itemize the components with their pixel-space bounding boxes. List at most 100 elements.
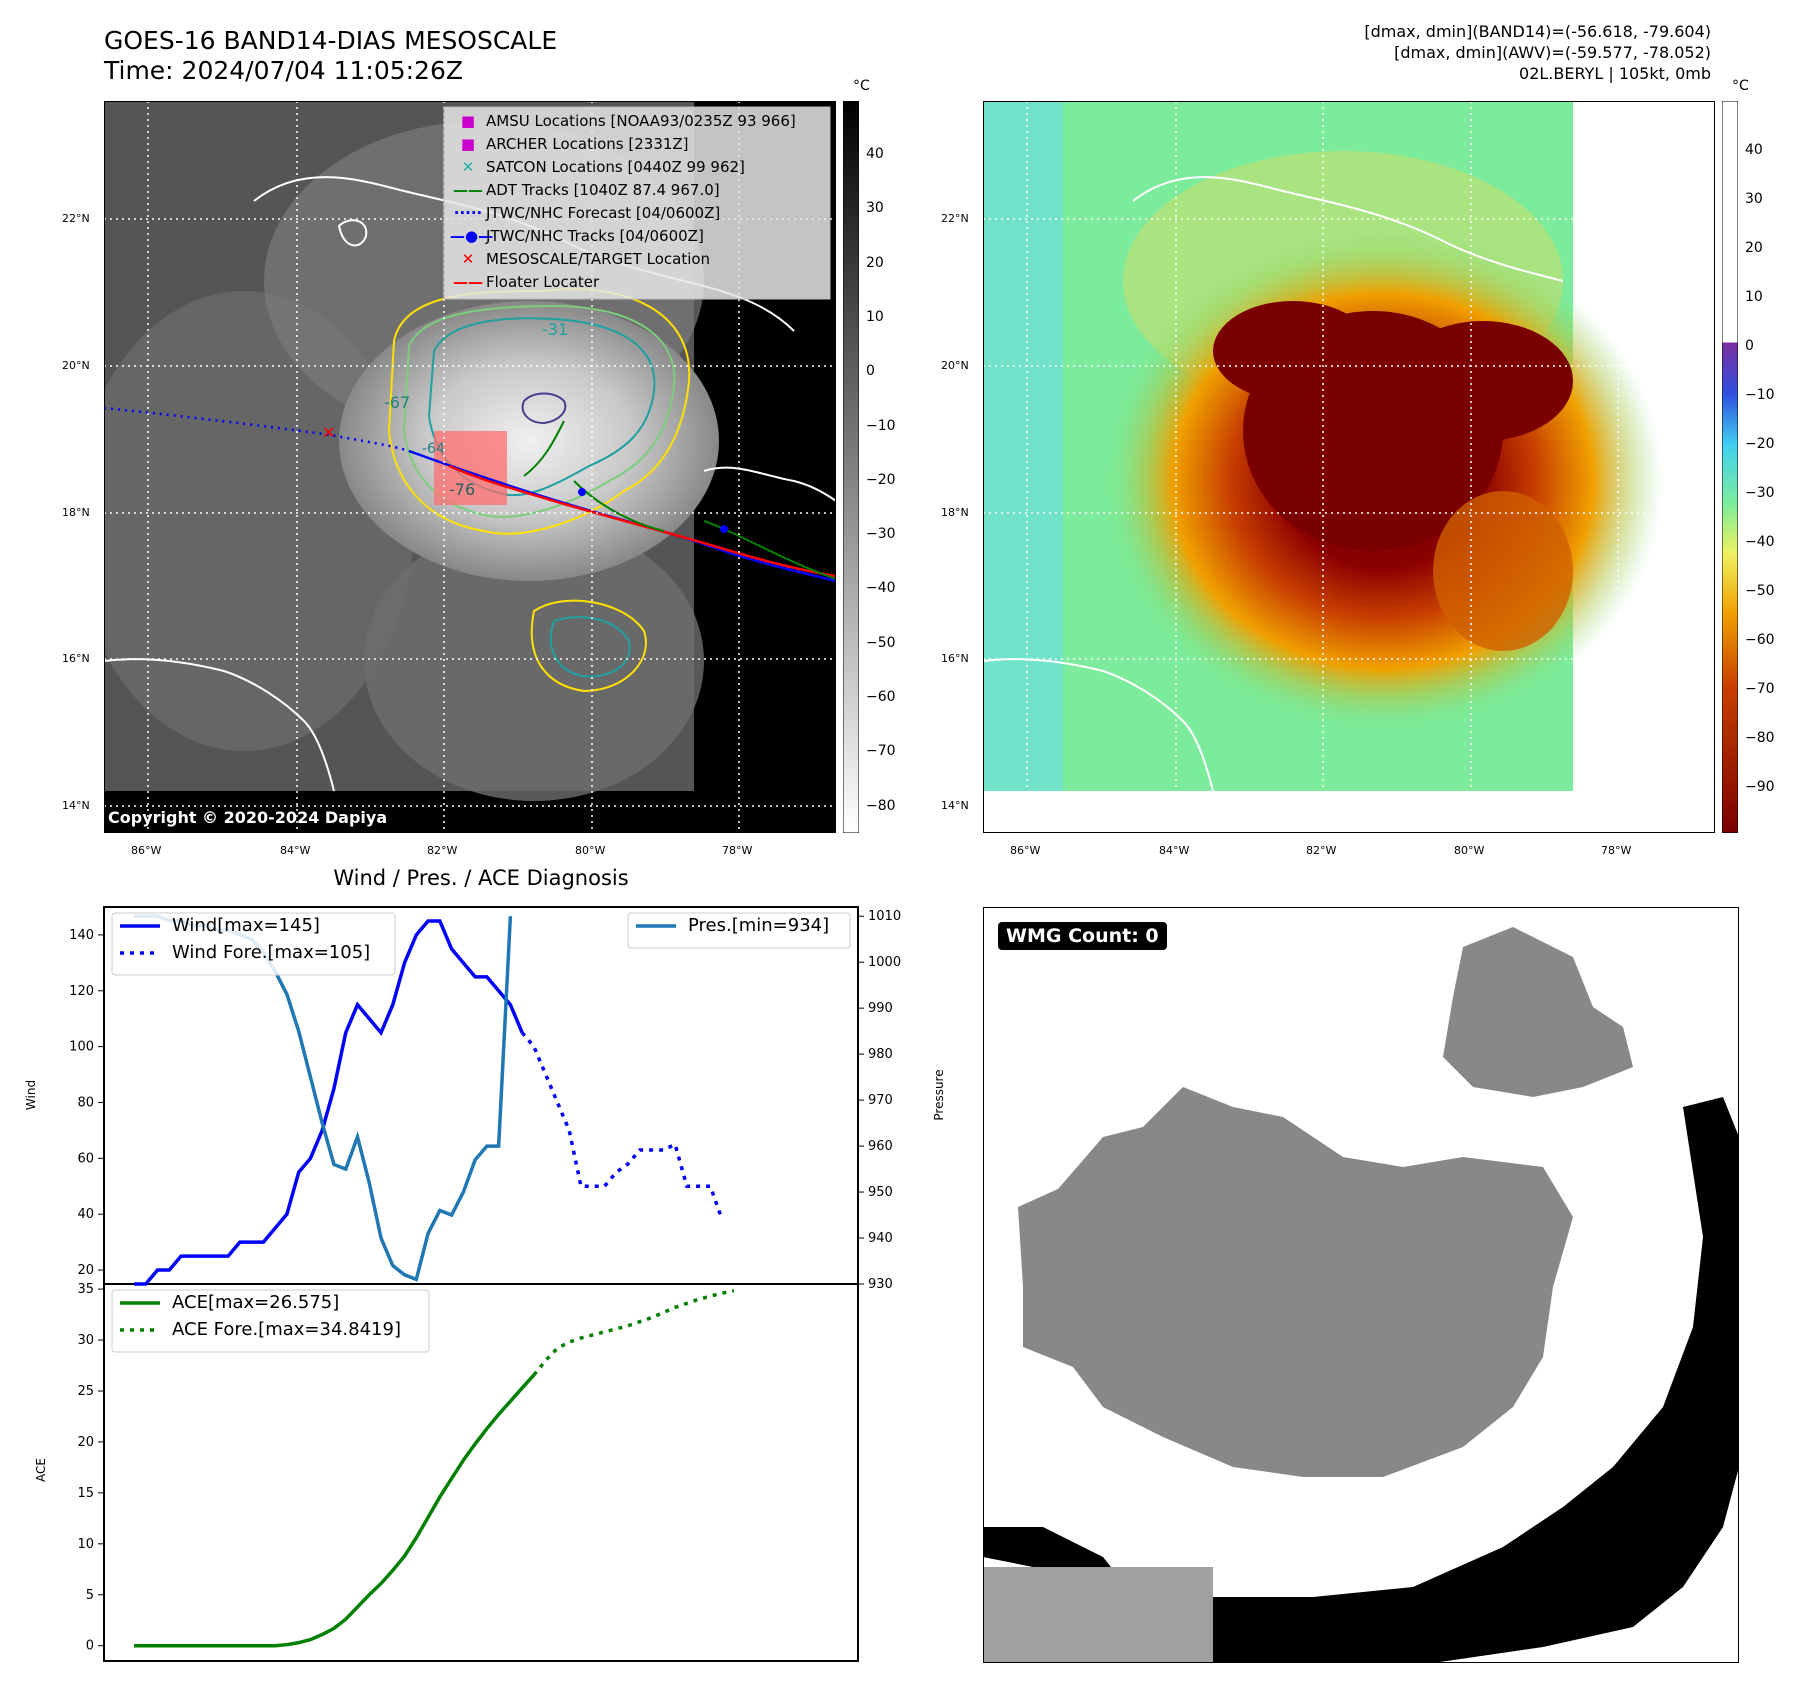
y-tick-label: 20 bbox=[77, 1263, 94, 1278]
legend-entry: —— ADT Tracks [1040Z 87.4 967.0] bbox=[450, 179, 720, 201]
pressure-legend bbox=[627, 912, 851, 949]
legend-label: ADT Tracks [1040Z 87.4 967.0] bbox=[486, 181, 720, 199]
coastline-cuba bbox=[1132, 176, 1564, 282]
wmg-gray-region bbox=[1018, 1087, 1573, 1477]
colorbar-tick-label: −60 bbox=[1745, 632, 1775, 648]
legend-entry: ✕ SATCON Locations [0440Z 99 962] bbox=[450, 156, 745, 178]
y-axis-label: Wind bbox=[24, 1080, 38, 1110]
lat-label: 20°N bbox=[62, 359, 90, 372]
cloud-haze-south bbox=[364, 521, 704, 801]
y-tick-label: 40 bbox=[77, 1207, 94, 1222]
contour-south-teal bbox=[549, 616, 631, 678]
colorbar-tick-label: −50 bbox=[1745, 583, 1775, 599]
colorbar-tick-label: −30 bbox=[866, 526, 896, 543]
lat-label: 14°N bbox=[941, 799, 969, 812]
legend-box bbox=[443, 106, 831, 300]
band14-map: -67 -31 -76 -64 ✕ Copyright © 2020-2024 … bbox=[104, 101, 836, 833]
copyright-bg bbox=[104, 803, 414, 829]
coastline-honduras bbox=[104, 658, 335, 792]
y2-tick-label: 990 bbox=[868, 1001, 893, 1016]
colorbar-tick-label: −90 bbox=[1745, 779, 1775, 795]
copyright: Copyright © 2020-2024 Dapiya bbox=[108, 808, 387, 827]
lon-label: 84°W bbox=[280, 844, 311, 857]
y2-tick-label: 970 bbox=[868, 1093, 893, 1108]
lon-label: 82°W bbox=[427, 844, 458, 857]
dmax-band14: [dmax, dmin](BAND14)=(-56.618, -79.604) bbox=[1364, 22, 1711, 41]
y2-tick-label: 1000 bbox=[868, 955, 901, 970]
colorbar-tick-label: −10 bbox=[866, 417, 896, 434]
band-southeast bbox=[1433, 491, 1573, 651]
colorbar-tick-label: −80 bbox=[1745, 730, 1775, 746]
awv-map bbox=[983, 101, 1715, 833]
colorbar-tick-label: 20 bbox=[1745, 240, 1763, 256]
legend-marker-icon: ✕ bbox=[461, 158, 475, 176]
y2-axis-label: Pressure bbox=[932, 1069, 946, 1120]
y2-tick-label: 950 bbox=[868, 1185, 893, 1200]
legend-label: MESOSCALE/TARGET Location bbox=[486, 250, 711, 268]
y2-tick-label: 980 bbox=[868, 1047, 893, 1062]
lat-label: 16°N bbox=[62, 652, 90, 665]
ace-legend bbox=[111, 1289, 430, 1353]
contour-core bbox=[521, 392, 567, 425]
target-marker: ✕ bbox=[322, 423, 335, 442]
contour-green bbox=[402, 304, 676, 518]
colorbar-tick-label: −80 bbox=[866, 797, 896, 814]
floater-track bbox=[448, 464, 836, 578]
y2-tick-label: 940 bbox=[868, 1231, 893, 1246]
colorbar-unit: °C bbox=[853, 78, 870, 94]
ace-line bbox=[134, 1373, 536, 1648]
colorbar-tick-label: −60 bbox=[866, 689, 896, 705]
y-tick-label: 80 bbox=[77, 1095, 94, 1110]
legend-marker-icon: ■ bbox=[460, 135, 476, 153]
colorbar-tick-label: −40 bbox=[866, 580, 896, 597]
colorbar-tick-label: 40 bbox=[1745, 142, 1763, 158]
contour-label-31: -31 bbox=[542, 320, 568, 339]
lon-label: 80°W bbox=[575, 844, 606, 857]
y-tick-label: 20 bbox=[77, 1435, 94, 1450]
lat-label: 18°N bbox=[62, 506, 90, 519]
colorbar-tick-label: 20 bbox=[866, 254, 884, 271]
figure-time: Time: 2024/07/04 11:05:26Z bbox=[104, 56, 463, 85]
y2-tick-label: 1010 bbox=[868, 909, 901, 924]
y-tick-label: 25 bbox=[77, 1384, 94, 1399]
legend bbox=[443, 106, 831, 300]
colorbar-tick-label: 10 bbox=[866, 308, 884, 325]
legend-label: JTWC/NHC Tracks [04/0600Z] bbox=[486, 227, 704, 245]
y-tick-label: 120 bbox=[69, 984, 94, 999]
legend-entry: ■ ARCHER Locations [2331Z] bbox=[450, 133, 689, 155]
lon-label: 86°W bbox=[131, 844, 162, 857]
lat-label: 18°N bbox=[941, 506, 969, 519]
legend-label: Wind Fore.[max=105] bbox=[172, 942, 370, 963]
legend-label: Floater Locater bbox=[486, 273, 600, 291]
y-tick-label: 140 bbox=[69, 928, 94, 943]
colorbar-tick-label: −10 bbox=[1745, 387, 1775, 403]
diagnosis-chart: 2040608010012014093094095096097098099010… bbox=[24, 906, 946, 1662]
wmg-panel bbox=[983, 907, 1739, 1663]
lon-label: 84°W bbox=[1159, 844, 1190, 857]
legend-entry: —●— JTWC/NHC Tracks [04/0600Z] bbox=[450, 225, 704, 247]
y-tick-label: 35 bbox=[77, 1282, 94, 1297]
coastline-honduras bbox=[983, 658, 1214, 792]
legend-entry: —— Floater Locater bbox=[450, 271, 599, 293]
contour-label-67: -67 bbox=[384, 393, 410, 412]
legend-label: Wind[max=145] bbox=[172, 915, 320, 936]
wmg-black-region bbox=[983, 1097, 1739, 1663]
lat-label: 22°N bbox=[62, 212, 90, 225]
colorbar-tick-label: 10 bbox=[1745, 289, 1763, 305]
colorbar-tick-label: −70 bbox=[866, 743, 896, 760]
wmg-count-badge: WMG Count: 0 bbox=[998, 922, 1167, 950]
colorbar-tick-label: −40 bbox=[1745, 534, 1775, 550]
y-tick-label: 5 bbox=[86, 1588, 94, 1603]
wmg-gray-region-ne bbox=[1443, 927, 1633, 1097]
wmg-lightgray-region bbox=[983, 1567, 1213, 1663]
wind-line bbox=[134, 919, 524, 1286]
contour-south-yellow bbox=[530, 599, 647, 693]
colorbar-tick-label: 30 bbox=[1745, 191, 1763, 207]
adt-track bbox=[523, 420, 836, 580]
y-tick-label: 10 bbox=[77, 1537, 94, 1552]
wind-legend bbox=[111, 912, 396, 976]
legend-entry: ····· JTWC/NHC Forecast [04/0600Z] bbox=[450, 202, 720, 224]
track-point bbox=[578, 488, 586, 496]
coastline-isla-juventud bbox=[337, 219, 368, 247]
legend-label: ACE Fore.[max=34.8419] bbox=[172, 1319, 401, 1340]
